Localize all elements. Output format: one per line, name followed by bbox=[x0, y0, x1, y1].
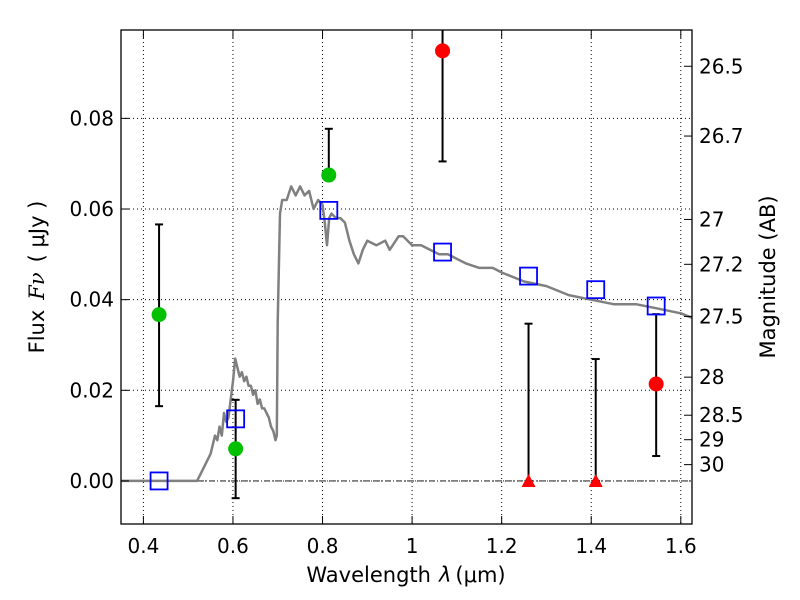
flux-point bbox=[321, 167, 337, 183]
mag-tick-label: 26.5 bbox=[699, 54, 744, 78]
x-tick-label: 1.2 bbox=[486, 534, 518, 558]
mag-tick-label: 28 bbox=[699, 365, 724, 389]
y2-axis-label: Magnitude (AB) bbox=[756, 195, 780, 358]
mag-tick-label: 27 bbox=[699, 207, 724, 231]
model-photometry-square bbox=[226, 409, 246, 429]
x-axis-label: Wavelength λ (μm) bbox=[306, 563, 505, 587]
grid bbox=[121, 30, 692, 524]
x-tick-label: 0.6 bbox=[217, 534, 249, 558]
flux-point bbox=[151, 307, 167, 323]
y-tick-label: 0.00 bbox=[69, 469, 114, 493]
model-sed-layer bbox=[121, 185, 693, 483]
mag-tick-label: 26.7 bbox=[699, 124, 744, 148]
model-photometry-square bbox=[433, 242, 452, 262]
x-tick-label: 1.4 bbox=[575, 534, 607, 558]
tick-layer: 0.4 0.6 0.8 1 1.2 1.4 1.6 0.00 0.02 0.04 0.06 0.08 2… bbox=[69, 30, 744, 558]
model-photometry-square bbox=[646, 296, 666, 316]
y-tick-label: 0.04 bbox=[69, 288, 114, 312]
x-axis-label-prefix: Wavelength bbox=[306, 563, 431, 587]
x-tick-label: 0.4 bbox=[127, 534, 159, 558]
x-axis-label-unit: (μm) bbox=[455, 563, 505, 587]
upper-limit-triangle bbox=[588, 473, 603, 487]
model-photometry-square bbox=[586, 280, 606, 300]
y-axis-label: Flux Fν ( μJy ) bbox=[25, 201, 49, 354]
x-axis-label-symbol: λ bbox=[438, 563, 451, 587]
flux-point bbox=[648, 376, 664, 392]
y-tick-label: 0.08 bbox=[69, 106, 114, 130]
model-sed-line bbox=[121, 185, 693, 483]
upper-limit-triangle bbox=[521, 473, 536, 487]
model-photometry-square bbox=[319, 200, 339, 220]
mag-tick-label: 27.5 bbox=[699, 304, 744, 328]
marker-layer bbox=[149, 43, 666, 491]
x-tick-label: 1 bbox=[406, 534, 419, 558]
mag-tick-label: 28.5 bbox=[699, 403, 744, 427]
mag-tick-label: 30 bbox=[699, 453, 724, 477]
flux-point bbox=[435, 43, 451, 59]
mag-tick-label: 29 bbox=[699, 428, 724, 452]
y-axis-label-symbol: Fν bbox=[25, 272, 49, 301]
flux-point bbox=[228, 441, 244, 457]
y-axis-label-prefix: Flux bbox=[25, 310, 49, 354]
model-photometry-square bbox=[149, 471, 169, 491]
model-photometry-square bbox=[519, 266, 538, 286]
y-tick-label: 0.06 bbox=[69, 197, 114, 221]
x-tick-label: 1.6 bbox=[665, 534, 697, 558]
mag-tick-label: 27.2 bbox=[699, 252, 744, 276]
y-axis-label-unit: ( μJy ) bbox=[25, 201, 49, 263]
x-tick-label: 0.8 bbox=[307, 534, 339, 558]
y-tick-label: 0.02 bbox=[69, 378, 114, 402]
plot-frame bbox=[120, 29, 693, 525]
